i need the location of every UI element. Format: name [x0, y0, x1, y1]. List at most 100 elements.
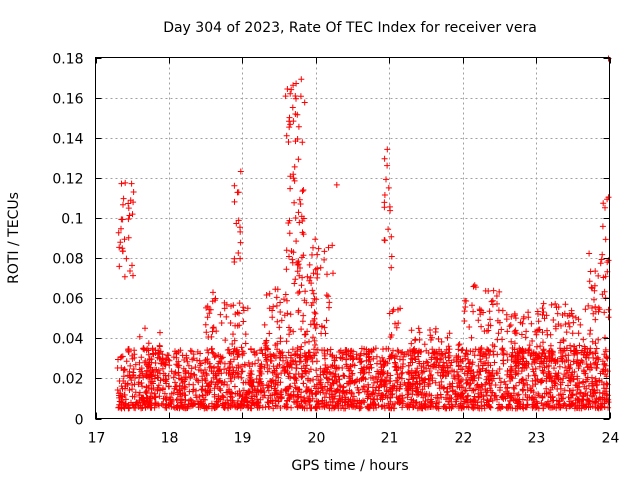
data-point [127, 268, 133, 274]
data-point [333, 378, 340, 384]
data-point [136, 359, 143, 366]
data-point [395, 320, 402, 327]
data-point [302, 339, 308, 346]
data-point [475, 394, 482, 401]
data-point [292, 215, 299, 221]
data-point [466, 365, 473, 372]
data-point [359, 375, 366, 382]
data-point [396, 374, 403, 381]
data-point [185, 362, 192, 369]
data-point [126, 387, 133, 393]
data-point [143, 390, 150, 397]
data-point [340, 372, 347, 379]
data-point [365, 404, 372, 411]
data-point [586, 278, 593, 285]
data-point [570, 400, 577, 407]
data-point [520, 355, 527, 362]
data-point [221, 360, 228, 367]
data-point [421, 341, 428, 348]
data-point [461, 370, 468, 377]
data-point [523, 328, 530, 335]
y-tick-label: 0.18 [52, 52, 83, 68]
data-point [323, 317, 330, 324]
data-point [323, 292, 330, 299]
data-point [525, 309, 532, 316]
data-point [406, 376, 413, 383]
data-point [254, 387, 261, 394]
data-point [242, 331, 249, 338]
data-point [504, 328, 511, 335]
data-point [378, 376, 385, 383]
x-tick-label: 20 [308, 431, 326, 447]
data-point [602, 334, 608, 341]
data-point [470, 308, 477, 315]
data-point [506, 323, 513, 330]
data-point [242, 340, 249, 347]
data-point [196, 393, 203, 400]
data-point [489, 367, 496, 374]
data-point [227, 320, 234, 326]
data-point [159, 365, 166, 372]
data-point [389, 401, 396, 408]
x-tick-label: 24 [602, 431, 620, 447]
data-point [120, 373, 127, 380]
data-point [495, 330, 502, 337]
data-point [283, 132, 290, 139]
data-point [277, 299, 284, 306]
data-point [261, 389, 268, 395]
data-point [129, 211, 136, 218]
data-point [519, 376, 526, 383]
data-point [183, 355, 190, 362]
data-point [295, 307, 302, 314]
data-point [127, 362, 134, 369]
data-point [461, 308, 468, 315]
data-point [496, 366, 503, 372]
data-point [296, 196, 303, 203]
data-point [310, 244, 316, 251]
data-point [118, 383, 125, 390]
data-point [550, 404, 557, 411]
data-point [209, 325, 216, 331]
data-point [383, 388, 390, 395]
data-point [399, 392, 406, 399]
data-point [307, 274, 314, 281]
data-point [195, 366, 202, 373]
data-point [242, 379, 249, 386]
data-point [556, 404, 563, 411]
data-point [303, 362, 310, 369]
data-point [366, 356, 373, 363]
data-point [381, 155, 388, 162]
data-point [321, 248, 328, 255]
data-point [363, 388, 370, 395]
data-point [556, 363, 563, 370]
data-point [156, 342, 163, 349]
data-point [528, 320, 535, 327]
data-point [264, 399, 271, 406]
data-point [552, 300, 559, 307]
data-point [299, 188, 306, 195]
data-point [496, 387, 503, 394]
data-point [298, 373, 305, 380]
data-point [197, 350, 204, 357]
data-point [506, 373, 513, 380]
data-point [522, 391, 529, 398]
data-point [306, 338, 312, 345]
data-point [132, 389, 139, 396]
x-axis-label: GPS time / hours [291, 458, 408, 474]
data-point [231, 182, 238, 189]
data-point [563, 329, 570, 336]
data-point [380, 381, 387, 388]
data-point [116, 394, 123, 401]
data-point [147, 401, 154, 407]
x-tick-label: 18 [161, 431, 179, 447]
data-point [182, 384, 189, 391]
data-point [580, 336, 587, 343]
data-point [285, 349, 292, 356]
data-point [486, 352, 493, 359]
data-point [507, 322, 514, 328]
data-point [290, 328, 297, 335]
data-point [603, 385, 610, 392]
data-point [157, 329, 163, 336]
data-point [387, 207, 394, 214]
data-point [433, 400, 440, 407]
